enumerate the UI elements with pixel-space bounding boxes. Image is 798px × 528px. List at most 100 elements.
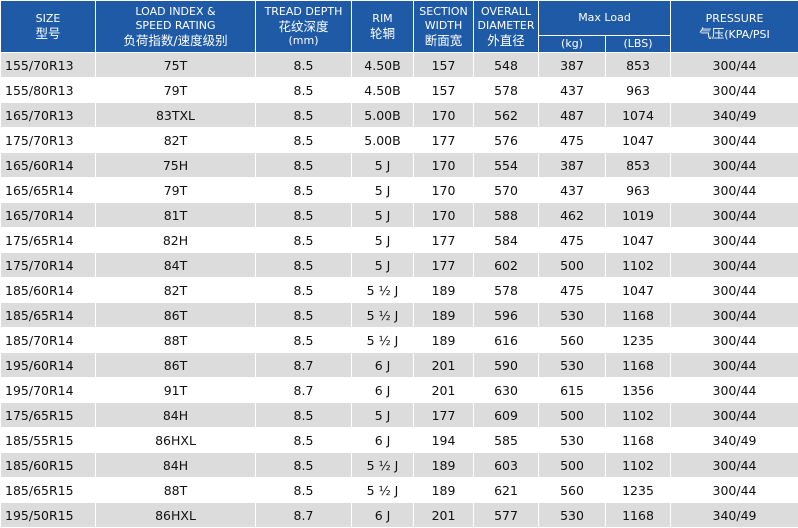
cell-lbs: 853	[606, 53, 671, 78]
cell-rim: 5 J	[352, 178, 414, 203]
cell-size: 175/70R13	[1, 128, 96, 153]
cell-pressure: 300/44	[671, 228, 798, 253]
cell-tread: 8.5	[256, 103, 352, 128]
cell-tread: 8.5	[256, 303, 352, 328]
cell-section: 177	[414, 403, 474, 428]
cell-rim: 5 J	[352, 228, 414, 253]
cell-kg: 387	[539, 153, 606, 178]
cell-section: 189	[414, 278, 474, 303]
cell-rim: 5 J	[352, 153, 414, 178]
cell-kg: 560	[539, 328, 606, 353]
cell-load: 79T	[96, 78, 256, 103]
cell-lbs: 1047	[606, 228, 671, 253]
cell-diameter: 577	[474, 503, 539, 528]
cell-load: 86T	[96, 353, 256, 378]
cell-load: 82T	[96, 128, 256, 153]
cell-diameter: 570	[474, 178, 539, 203]
cell-rim: 5 ½ J	[352, 303, 414, 328]
cell-rim: 5 ½ J	[352, 328, 414, 353]
cell-size: 175/65R15	[1, 403, 96, 428]
cell-tread: 8.5	[256, 253, 352, 278]
cell-rim: 5 J	[352, 203, 414, 228]
cell-kg: 530	[539, 353, 606, 378]
cell-section: 177	[414, 128, 474, 153]
cell-lbs: 1168	[606, 353, 671, 378]
cell-tread: 8.5	[256, 278, 352, 303]
cell-tread: 8.7	[256, 503, 352, 528]
cell-kg: 560	[539, 478, 606, 503]
cell-tread: 8.5	[256, 478, 352, 503]
cell-section: 177	[414, 228, 474, 253]
cell-size: 165/60R14	[1, 153, 96, 178]
cell-tread: 8.5	[256, 153, 352, 178]
cell-tread: 8.5	[256, 203, 352, 228]
cell-tread: 8.5	[256, 128, 352, 153]
cell-lbs: 1074	[606, 103, 671, 128]
cell-kg: 615	[539, 378, 606, 403]
cell-section: 201	[414, 353, 474, 378]
cell-pressure: 300/44	[671, 178, 798, 203]
cell-kg: 500	[539, 403, 606, 428]
cell-size: 155/70R13	[1, 53, 96, 78]
header-max-load-lbs: (LBS)	[606, 36, 671, 53]
cell-pressure: 300/44	[671, 203, 798, 228]
cell-lbs: 1102	[606, 403, 671, 428]
cell-diameter: 616	[474, 328, 539, 353]
cell-pressure: 300/44	[671, 153, 798, 178]
cell-kg: 437	[539, 178, 606, 203]
cell-diameter: 578	[474, 78, 539, 103]
cell-pressure: 340/49	[671, 103, 798, 128]
cell-lbs: 1019	[606, 203, 671, 228]
cell-tread: 8.5	[256, 328, 352, 353]
cell-load: 82T	[96, 278, 256, 303]
cell-load: 88T	[96, 328, 256, 353]
cell-pressure: 300/44	[671, 478, 798, 503]
cell-rim: 6 J	[352, 353, 414, 378]
cell-size: 175/65R14	[1, 228, 96, 253]
cell-kg: 462	[539, 203, 606, 228]
cell-diameter: 596	[474, 303, 539, 328]
cell-load: 83TXL	[96, 103, 256, 128]
cell-lbs: 853	[606, 153, 671, 178]
cell-section: 177	[414, 253, 474, 278]
cell-rim: 5 ½ J	[352, 453, 414, 478]
cell-rim: 5 J	[352, 253, 414, 278]
cell-kg: 387	[539, 53, 606, 78]
cell-pressure: 300/44	[671, 353, 798, 378]
cell-pressure: 300/44	[671, 453, 798, 478]
cell-section: 189	[414, 328, 474, 353]
header-load-index: LOAD INDEX & SPEED RATING 负荷指数/速度级别	[96, 1, 256, 53]
cell-load: 81T	[96, 203, 256, 228]
cell-lbs: 1168	[606, 503, 671, 528]
cell-rim: 5 J	[352, 403, 414, 428]
cell-diameter: 576	[474, 128, 539, 153]
cell-diameter: 548	[474, 53, 539, 78]
cell-tread: 8.5	[256, 78, 352, 103]
cell-pressure: 300/44	[671, 328, 798, 353]
cell-lbs: 1168	[606, 303, 671, 328]
cell-size: 185/55R15	[1, 428, 96, 453]
cell-load: 88T	[96, 478, 256, 503]
cell-section: 170	[414, 178, 474, 203]
cell-tread: 8.5	[256, 428, 352, 453]
cell-rim: 6 J	[352, 428, 414, 453]
cell-tread: 8.5	[256, 178, 352, 203]
cell-pressure: 300/44	[671, 53, 798, 78]
cell-load: 86HXL	[96, 428, 256, 453]
cell-diameter: 609	[474, 403, 539, 428]
cell-lbs: 1168	[606, 428, 671, 453]
cell-pressure: 300/44	[671, 303, 798, 328]
cell-pressure: 300/44	[671, 378, 798, 403]
cell-tread: 8.5	[256, 53, 352, 78]
